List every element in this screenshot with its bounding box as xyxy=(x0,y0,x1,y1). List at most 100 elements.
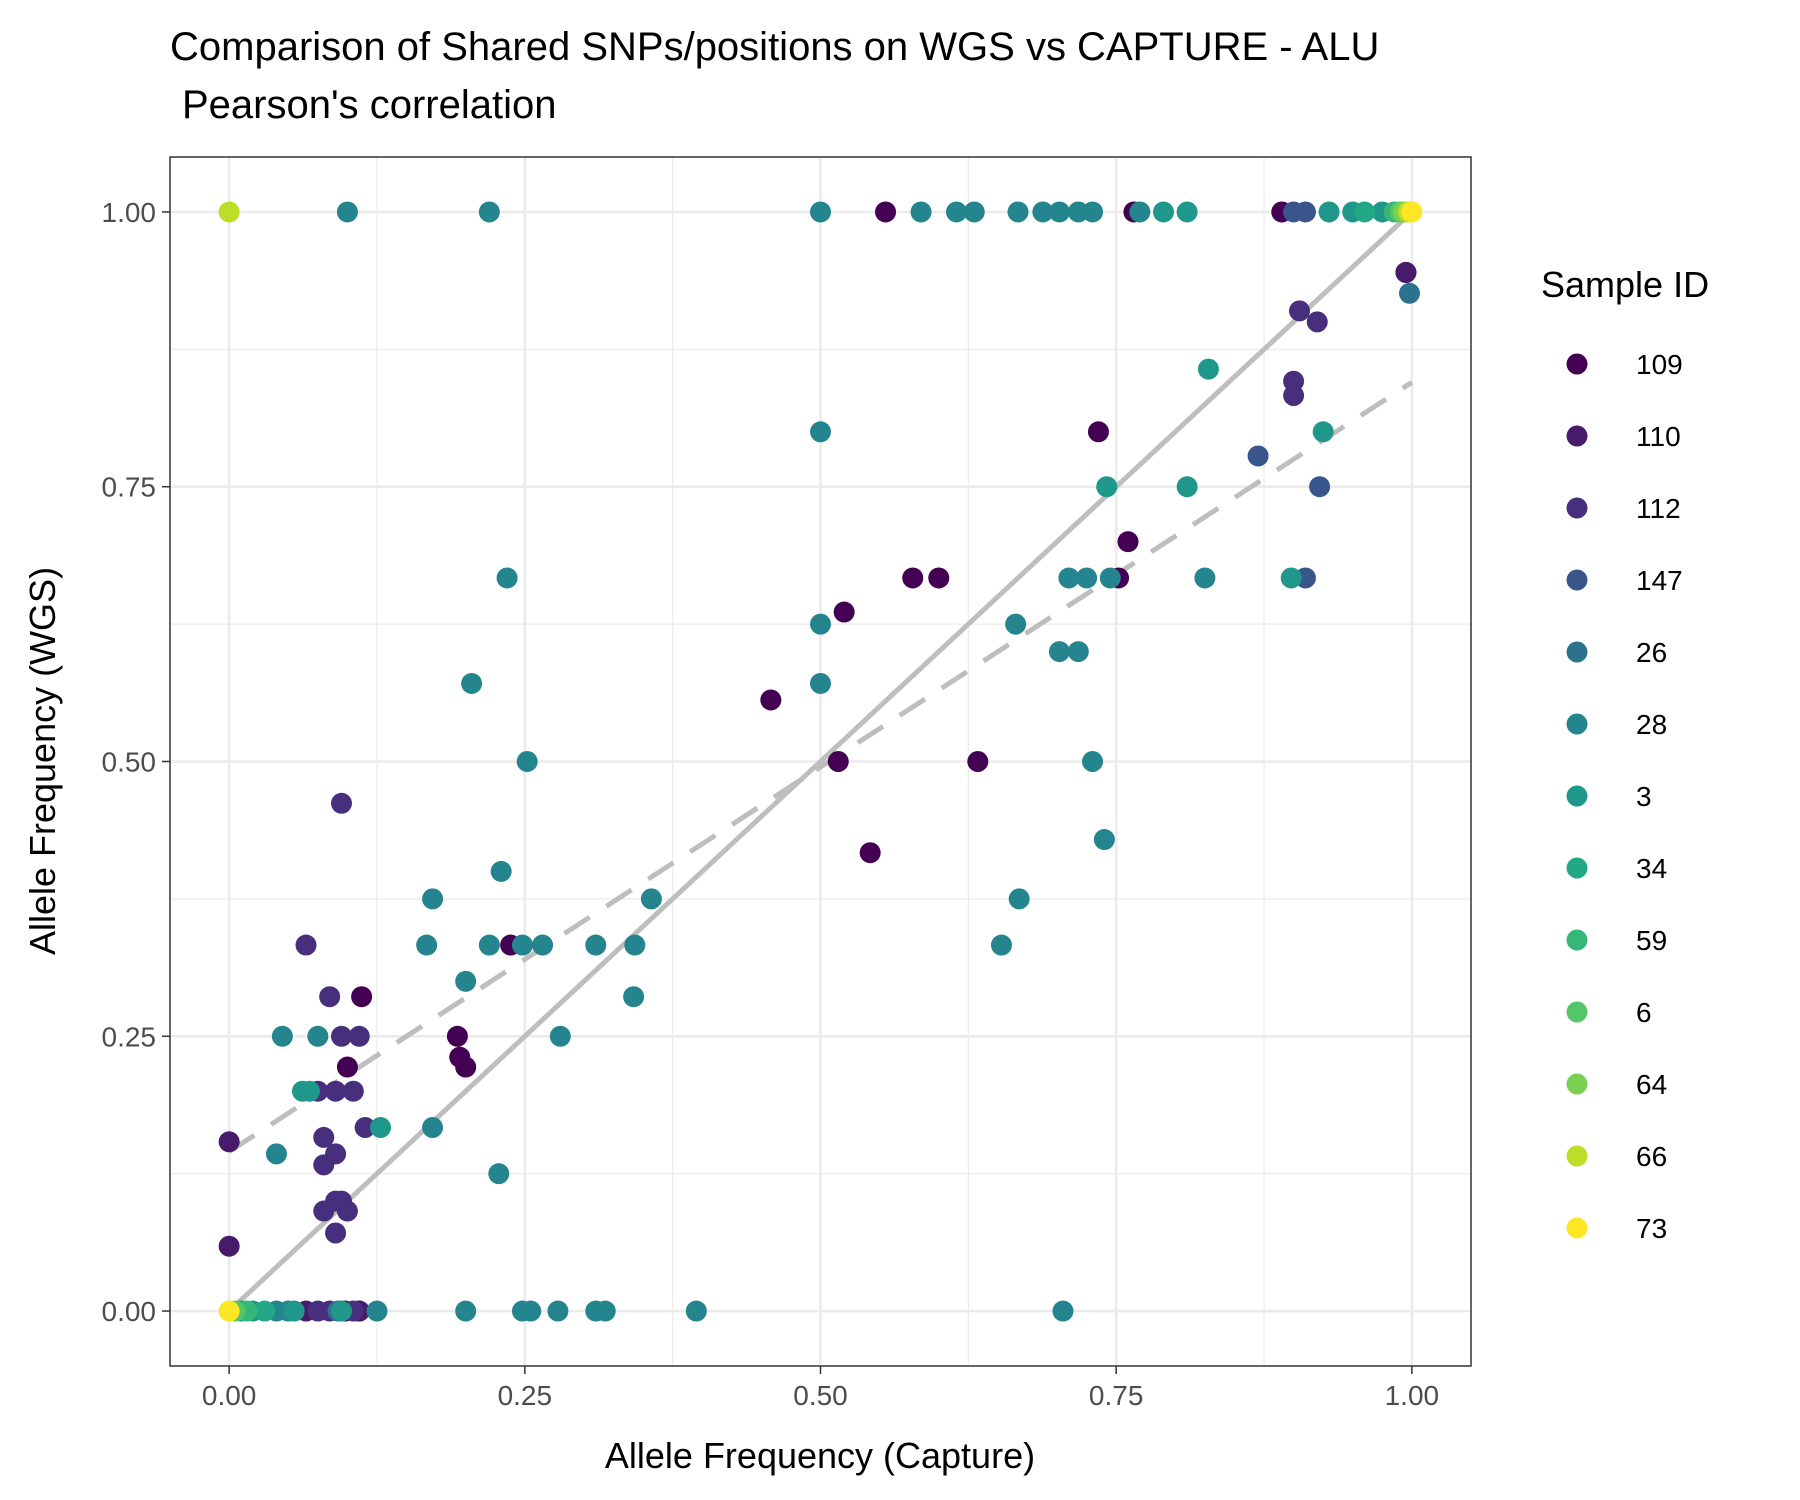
point-3-12 xyxy=(370,1116,392,1138)
point-28-18 xyxy=(1082,751,1104,772)
point-3-7 xyxy=(1176,476,1198,498)
legend-key-66 xyxy=(1566,1145,1588,1167)
point-28-39 xyxy=(1005,613,1027,635)
point-110-1 xyxy=(218,1131,240,1153)
point-28-52 xyxy=(685,1300,707,1322)
legend-item-112: 112 xyxy=(1566,493,1681,524)
legend-key-6 xyxy=(1566,1001,1588,1023)
legend-key-28 xyxy=(1566,713,1588,735)
point-26-0 xyxy=(1398,282,1420,304)
legend-item-64: 64 xyxy=(1566,1069,1667,1100)
point-28-22 xyxy=(640,888,662,910)
y-tick-label-4: 1.00 xyxy=(102,197,157,228)
legend-item-66: 66 xyxy=(1566,1141,1667,1172)
point-28-0 xyxy=(336,201,358,223)
point-109-0 xyxy=(875,201,897,223)
point-28-16 xyxy=(461,672,483,694)
point-109-10 xyxy=(760,689,782,711)
point-28-5 xyxy=(963,201,985,223)
point-28-27 xyxy=(532,934,554,956)
point-28-26 xyxy=(511,934,533,956)
chart-subtitle: Pearson's correlation xyxy=(182,83,557,127)
point-109-18 xyxy=(455,1056,477,1078)
legend-title: Sample ID xyxy=(1541,264,1709,305)
point-109-7 xyxy=(928,567,950,589)
legend-label-73: 73 xyxy=(1636,1213,1667,1244)
point-3-11 xyxy=(299,1080,321,1102)
series-147 xyxy=(1247,201,1331,589)
legend-key-64 xyxy=(1566,1073,1588,1095)
point-28-28 xyxy=(585,934,607,956)
point-3-9 xyxy=(1280,567,1302,589)
point-28-51 xyxy=(594,1300,616,1322)
point-34-0 xyxy=(1354,201,1376,223)
point-110-2 xyxy=(218,1235,240,1257)
legend-label-34: 34 xyxy=(1636,853,1667,884)
point-28-45 xyxy=(1194,567,1216,589)
point-28-44 xyxy=(1099,567,1121,589)
point-147-2 xyxy=(1247,445,1269,467)
series-73 xyxy=(218,201,1423,1322)
chart-title: Comparison of Shared SNPs/positions on W… xyxy=(170,25,1379,69)
regression-line xyxy=(227,380,1414,1154)
point-112-4 xyxy=(295,934,317,956)
point-3-5 xyxy=(1197,358,1219,380)
point-34-1 xyxy=(254,1300,276,1322)
y-tick-label-3: 0.75 xyxy=(102,472,157,503)
y-axis-label: Allele Frequency (WGS) xyxy=(22,567,63,955)
point-28-41 xyxy=(1067,641,1089,663)
point-28-40 xyxy=(1048,641,1070,663)
legend-item-26: 26 xyxy=(1566,637,1667,668)
point-28-1 xyxy=(478,201,500,223)
point-112-13 xyxy=(313,1126,335,1148)
point-3-1 xyxy=(1176,201,1198,223)
point-28-10 xyxy=(1082,201,1104,223)
point-112-0 xyxy=(1289,300,1311,322)
points-layer xyxy=(218,201,1423,1322)
y-axis: 0.00 0.25 0.50 0.75 1.00 xyxy=(102,197,170,1327)
point-3-16 xyxy=(330,1300,352,1322)
point-110-0 xyxy=(1395,261,1417,283)
plot-area xyxy=(169,156,1472,1367)
point-112-1 xyxy=(1306,311,1328,333)
point-28-37 xyxy=(265,1143,287,1165)
y-tick-label-2: 0.50 xyxy=(102,747,157,778)
y-tick-label-0: 0.00 xyxy=(102,1296,157,1327)
point-28-29 xyxy=(624,934,646,956)
legend-item-73: 73 xyxy=(1566,1213,1667,1244)
point-109-4 xyxy=(1087,421,1109,443)
point-3-0 xyxy=(1152,201,1174,223)
point-28-12 xyxy=(810,421,831,443)
point-112-12 xyxy=(354,1116,376,1138)
point-28-30 xyxy=(990,934,1012,956)
point-3-15 xyxy=(283,1300,305,1322)
point-112-20 xyxy=(325,1222,347,1244)
legend-key-3 xyxy=(1566,785,1588,807)
point-109-9 xyxy=(833,601,855,623)
point-28-54 xyxy=(366,1300,388,1322)
point-28-11 xyxy=(1129,201,1151,223)
legend-key-26 xyxy=(1566,641,1588,663)
point-28-43 xyxy=(1076,567,1098,589)
legend-key-34 xyxy=(1566,857,1588,879)
series-34 xyxy=(254,201,1376,1322)
point-112-6 xyxy=(319,986,341,1008)
point-109-12 xyxy=(967,751,989,772)
legend-label-26: 26 xyxy=(1636,637,1667,668)
legend-key-112 xyxy=(1566,497,1588,519)
legend-item-34: 34 xyxy=(1566,853,1667,884)
point-28-6 xyxy=(1007,201,1029,223)
legend-label-112: 112 xyxy=(1636,493,1681,524)
point-28-33 xyxy=(549,1025,571,1047)
point-73-0 xyxy=(1401,201,1423,223)
point-147-3 xyxy=(1309,476,1331,498)
point-28-31 xyxy=(455,970,477,992)
point-28-23 xyxy=(1008,888,1030,910)
legend-item-28: 28 xyxy=(1566,709,1667,740)
legend-item-6: 6 xyxy=(1566,997,1652,1028)
point-28-38 xyxy=(488,1163,510,1185)
point-28-14 xyxy=(810,613,831,635)
legend-label-66: 66 xyxy=(1636,1141,1667,1172)
point-28-46 xyxy=(455,1300,477,1322)
